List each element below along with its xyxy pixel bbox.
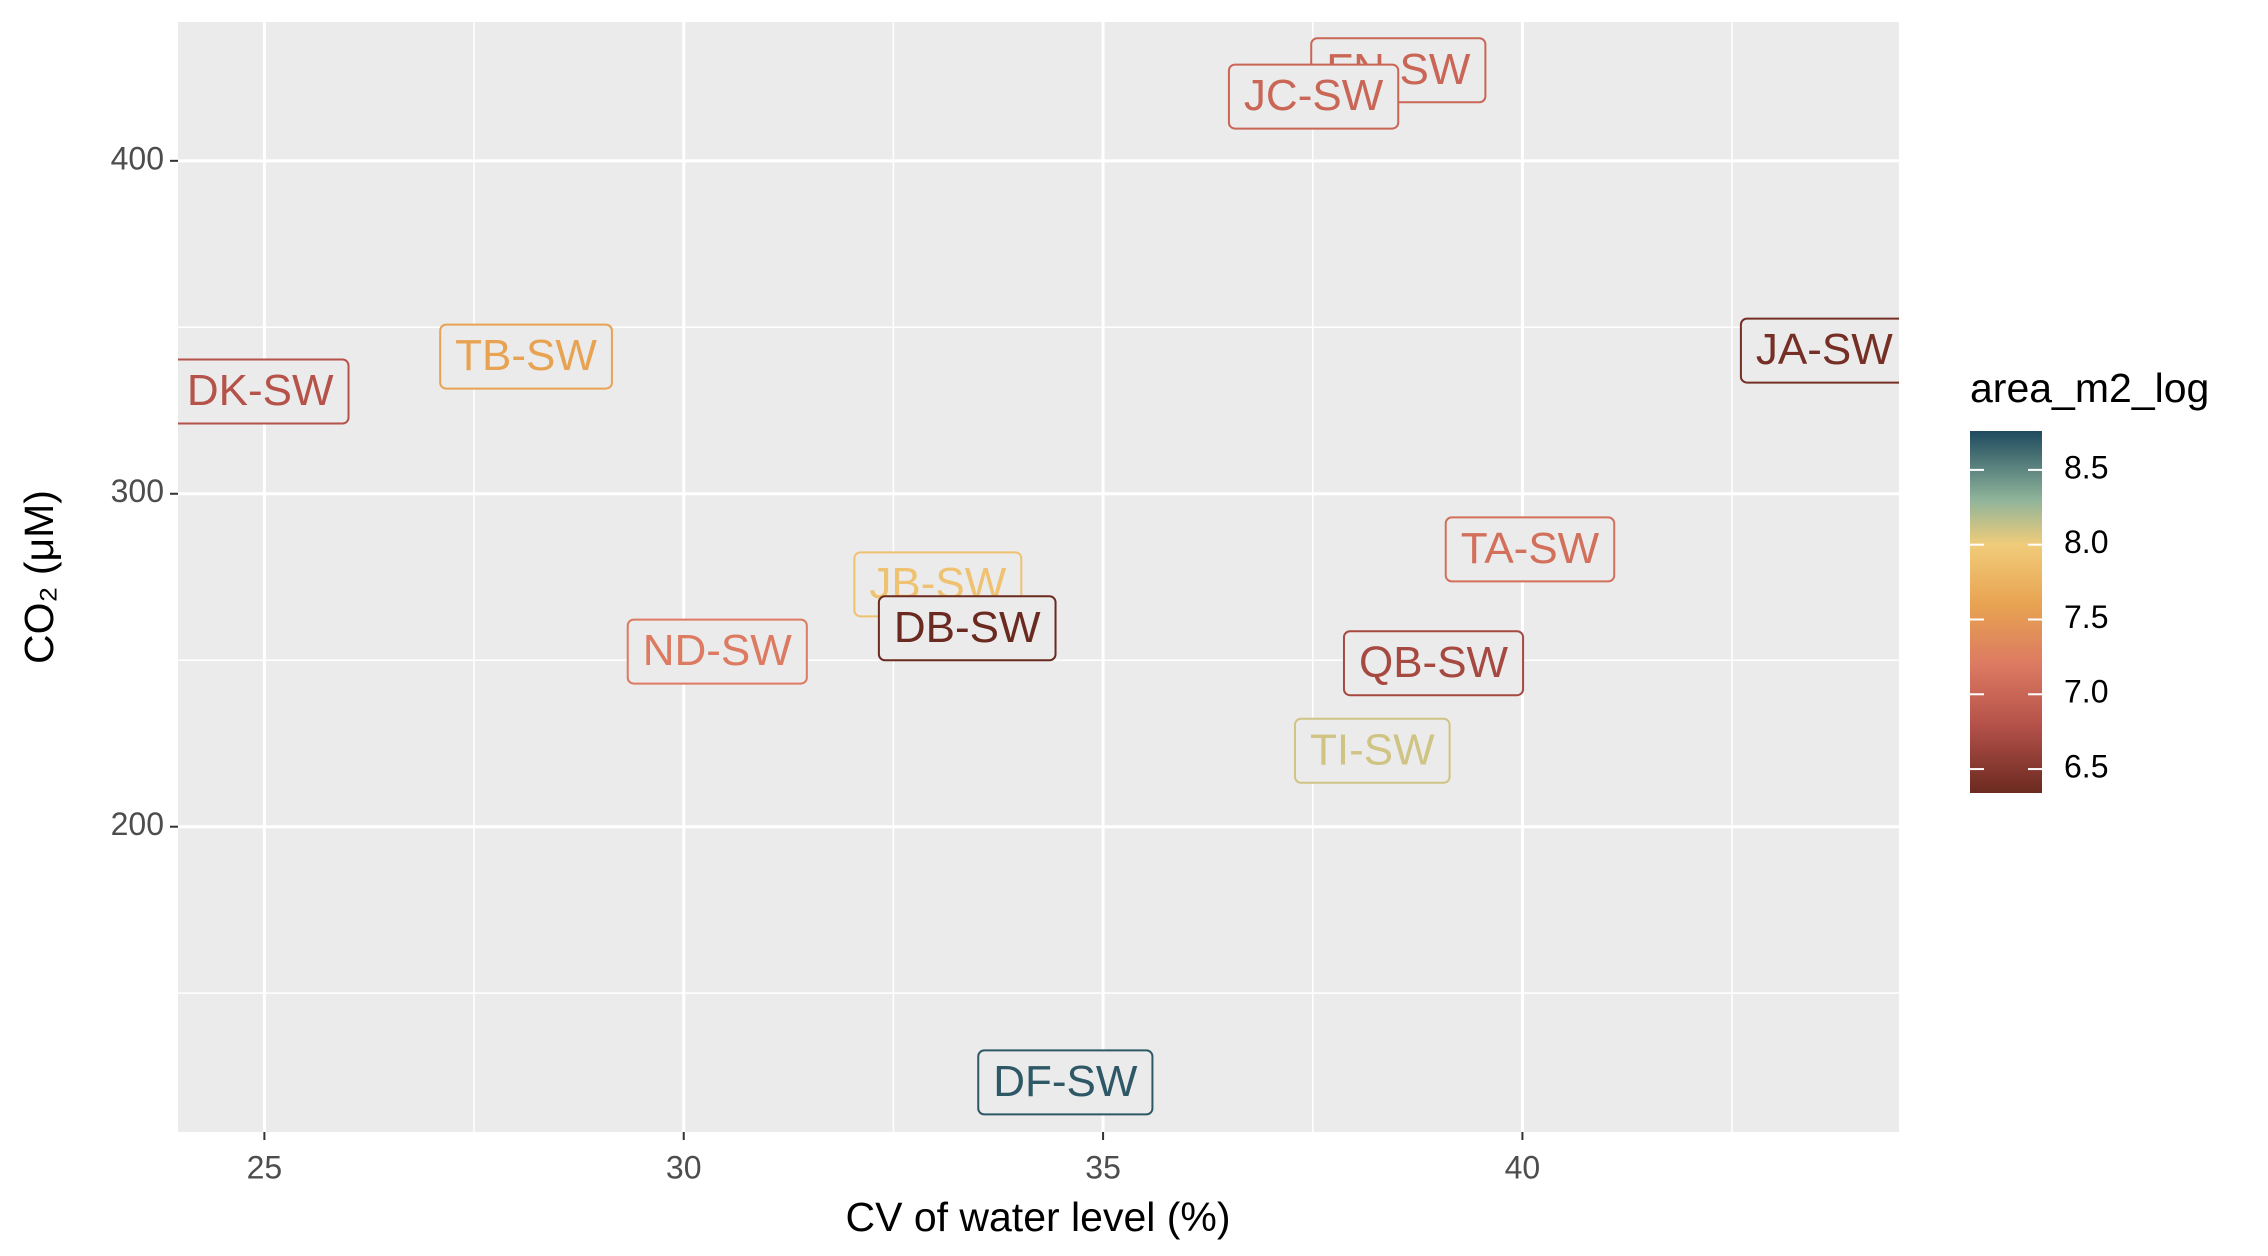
- y-tick-label: 200: [111, 806, 164, 842]
- label-box: [626, 618, 808, 685]
- point-label: QB-SW: [1342, 630, 1525, 697]
- label-box: [977, 1049, 1154, 1116]
- label-box: [178, 358, 350, 425]
- label-box: [1342, 630, 1525, 697]
- colorbar-tick-label: 8.0: [2064, 524, 2108, 560]
- label-box: [1227, 63, 1400, 130]
- labels-layer: FN-SWJC-SWTB-SWDK-SWJA-SWTA-SWJB-SWDB-SW…: [178, 37, 1899, 1116]
- label-text: TB-SW: [455, 331, 597, 380]
- colorbar-tick-label: 7.0: [2064, 674, 2108, 710]
- label-box: [439, 323, 613, 390]
- label-text: DB-SW: [894, 603, 1041, 652]
- x-axis-title: CV of water level (%): [845, 1194, 1230, 1240]
- point-label: TB-SW: [439, 323, 613, 390]
- point-label: TA-SW: [1444, 516, 1616, 583]
- colorbar: [1970, 431, 2042, 793]
- y-axis-title: CO₂ (μM): [16, 490, 62, 664]
- label-text: JC-SW: [1244, 71, 1384, 120]
- y-tick-label: 400: [111, 140, 164, 176]
- colorbar-tick-label: 7.5: [2064, 599, 2108, 635]
- x-tick-label: 40: [1505, 1149, 1541, 1185]
- x-tick-label: 35: [1085, 1149, 1121, 1185]
- label-text: TI-SW: [1310, 725, 1435, 774]
- point-label: DB-SW: [877, 595, 1057, 662]
- point-label: JC-SW: [1227, 63, 1400, 130]
- label-text: TA-SW: [1461, 524, 1600, 573]
- label-box: [1444, 516, 1616, 583]
- y-tick-label: 300: [111, 473, 164, 509]
- label-box: [1293, 717, 1451, 784]
- panel: [178, 22, 1899, 1132]
- label-text: DF-SW: [993, 1057, 1138, 1106]
- point-label: DF-SW: [977, 1049, 1154, 1116]
- colorbar-tick-label: 6.5: [2064, 749, 2108, 785]
- point-label: JA-SW: [1739, 317, 1899, 384]
- label-box: [877, 595, 1057, 662]
- label-text: JA-SW: [1756, 325, 1893, 374]
- colorbar-tick-label: 8.5: [2064, 449, 2108, 485]
- legend-title: area_m2_log: [1970, 365, 2209, 411]
- label-text: QB-SW: [1359, 638, 1509, 687]
- label-text: ND-SW: [643, 626, 793, 675]
- point-label: TI-SW: [1293, 717, 1451, 784]
- label-box: [1739, 317, 1899, 384]
- point-label: ND-SW: [626, 618, 808, 685]
- label-text: DK-SW: [187, 366, 334, 415]
- point-label: DK-SW: [178, 358, 350, 425]
- x-tick-label: 25: [247, 1149, 283, 1185]
- x-tick-label: 30: [666, 1149, 702, 1185]
